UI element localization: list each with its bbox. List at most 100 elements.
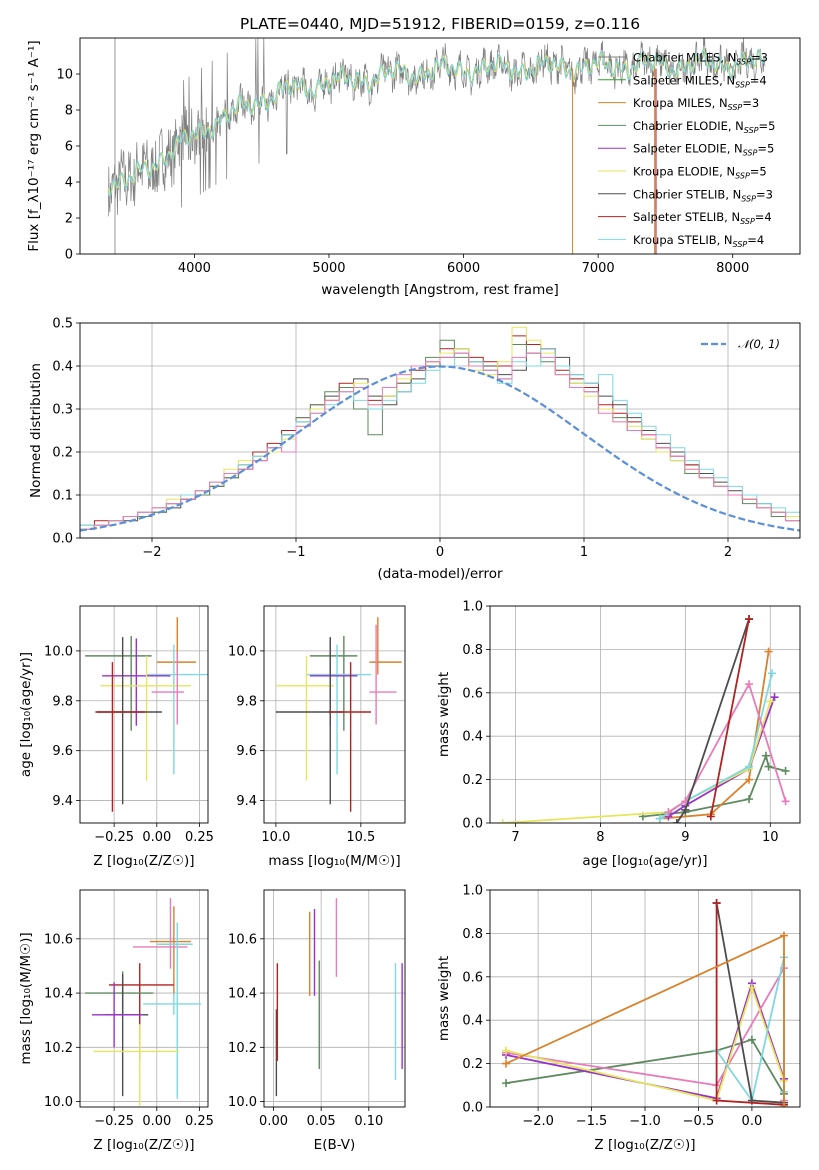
mass_vs_Z-axes: −0.25 0.00 0.25 10.0 10.2 10.4 10.6 Z [log₁₀(Z/… — [18, 890, 214, 1153]
y-tick-label: 1.0 — [462, 884, 483, 899]
y-tick-label: 10.2 — [44, 1041, 73, 1056]
y-tick-label: 9.6 — [236, 744, 257, 759]
x-tick-label: 10.5 — [346, 830, 375, 845]
y-axis-label: age [log₁₀(age/yr)] — [18, 652, 34, 777]
x-tick-label: −0.25 — [94, 830, 134, 845]
weight-point-marker — [766, 697, 775, 706]
figure-title: PLATE=0440, MJD=51912, FIBERID=0159, z=0… — [240, 15, 640, 33]
y-tick-label: 10.6 — [228, 932, 257, 947]
residual-histograms — [80, 326, 800, 538]
x-tick-label: 10 — [762, 830, 779, 845]
y-tick-label: 10 — [56, 68, 73, 83]
age_vs_mass-frame — [263, 605, 406, 824]
x-axis-label: age [log₁₀(age/yr)] — [582, 853, 707, 869]
weight-series-line — [709, 618, 750, 817]
y-axis-label: Normed distribution — [28, 363, 44, 498]
x-axis-label: (data-model)/error — [377, 566, 503, 582]
x-tick-label: −1 — [286, 545, 305, 560]
normal-curve — [80, 365, 800, 532]
x-tick-label: −2.0 — [522, 1114, 554, 1129]
x-tick-label: 9 — [681, 830, 689, 845]
y-tick-label: 0.8 — [462, 927, 483, 942]
weight-point-marker — [762, 751, 771, 760]
legend-label: Kroupa ELODIE, NSSP=5 — [633, 165, 767, 181]
x-tick-label: −0.25 — [94, 1114, 134, 1129]
weight-point-marker — [681, 805, 690, 814]
y-tick-label: 0 — [65, 248, 73, 263]
weight-point-marker — [712, 899, 721, 908]
y-tick-label: 0.0 — [52, 532, 73, 547]
y-tick-label: 8 — [65, 104, 73, 119]
x-tick-label: 5000 — [312, 261, 345, 276]
y-tick-label: 0.3 — [52, 403, 73, 418]
weight-point-marker — [779, 931, 788, 940]
weight-point-marker — [502, 1059, 511, 1068]
x-axis-label: Z [log₁₀(Z/Z☉)] — [93, 1137, 194, 1153]
weight-point-marker — [672, 819, 681, 823]
y-tick-label: 9.8 — [52, 694, 73, 709]
spectrum-curves — [107, 38, 766, 254]
y-axis-label: Flux [f_λ10⁻¹⁷ erg cm⁻² s⁻¹ A⁻¹] — [26, 40, 42, 251]
x-axis-label: wavelength [Angstrom, rest frame] — [321, 282, 559, 298]
y-tick-label: 1.0 — [462, 600, 483, 615]
y-tick-label: 10.0 — [228, 644, 257, 659]
x-tick-label: 6000 — [447, 261, 480, 276]
age_vs_Z-axes: −0.25 0.00 0.25 9.4 9.6 9.8 10.0 Z [log₁₀(Z/Z☉)… — [18, 606, 214, 869]
weight-point-marker — [706, 812, 715, 821]
x-axis-label: Z [log₁₀(Z/Z☉)] — [93, 853, 194, 869]
weight-point-marker — [745, 795, 754, 804]
legend-label: Kroupa MILES, NSSP=3 — [633, 96, 759, 112]
y-tick-label: 9.6 — [52, 744, 73, 759]
x-tick-label: 0.00 — [259, 1114, 288, 1129]
y-tick-label: 0.6 — [462, 970, 483, 985]
x-tick-label: 10.0 — [261, 830, 290, 845]
legend-normal-label: 𝒩(0, 1) — [738, 337, 780, 351]
y-tick-label: 0.5 — [52, 317, 73, 332]
weight-series-line — [659, 651, 770, 820]
y-tick-label: 0.6 — [462, 686, 483, 701]
y-tick-label: 0.8 — [462, 643, 483, 658]
y-tick-label: 0.2 — [462, 1057, 483, 1072]
legend-label: Chabrier ELODIE, NSSP=5 — [633, 119, 775, 135]
y-tick-label: 0.0 — [462, 817, 483, 832]
weight-point-marker — [745, 615, 754, 624]
mass_vs_EBV-frame — [263, 889, 406, 1108]
x-axis-label: E(B-V) — [314, 1137, 356, 1153]
x-tick-label: 7 — [511, 830, 519, 845]
legend-label: Salpeter STELIB, NSSP=4 — [633, 210, 772, 226]
weight-point-marker — [664, 808, 673, 817]
x-tick-label: 2 — [724, 545, 732, 560]
weight-point-marker — [767, 669, 776, 678]
histogram-series — [80, 352, 800, 538]
y-tick-label: 4 — [65, 176, 73, 191]
y-tick-label: 10.2 — [228, 1041, 257, 1056]
x-tick-label: 1 — [580, 545, 588, 560]
weight-series-line — [667, 681, 787, 813]
y-axis-label: mass weight — [436, 672, 452, 757]
x-tick-label: 0.05 — [307, 1114, 336, 1129]
y-tick-label: 10.4 — [44, 987, 73, 1002]
y-axis-label: mass weight — [436, 956, 452, 1041]
weight-point-marker — [770, 693, 779, 702]
weight-point-marker — [745, 762, 754, 771]
spectrum-axes: 4000 5000 6000 7000 8000 0 2 4 6 8 10 wavelength [A… — [26, 40, 749, 298]
x-tick-label: 7000 — [582, 261, 615, 276]
weight-point-marker — [747, 1035, 756, 1044]
age_vs_mass-errorbars — [275, 617, 402, 812]
x-tick-label: 0 — [436, 545, 444, 560]
weight_vs_Z-lines — [502, 899, 788, 1107]
x-axis-label: Z [log₁₀(Z/Z☉)] — [594, 1137, 695, 1153]
residuals-axes: −2 −1 0 1 2 0.0 0.1 0.2 0.3 0.4 0.5 (data-model)/er… — [28, 317, 800, 582]
spectrum-legend: Chabrier MILES, NSSP=3 Salpeter MILES, NS… — [598, 51, 775, 249]
weight-point-marker — [781, 766, 790, 775]
y-tick-label: 0.2 — [52, 446, 73, 461]
x-tick-label: −1.5 — [576, 1114, 608, 1129]
x-tick-label: −2 — [142, 545, 161, 560]
x-tick-label: 4000 — [178, 261, 211, 276]
weight-point-marker — [745, 775, 754, 784]
legend-label: Chabrier MILES, NSSP=3 — [633, 51, 768, 67]
y-tick-label: 6 — [65, 140, 73, 155]
x-tick-label: 0.00 — [142, 830, 171, 845]
weight-point-marker — [747, 983, 756, 992]
